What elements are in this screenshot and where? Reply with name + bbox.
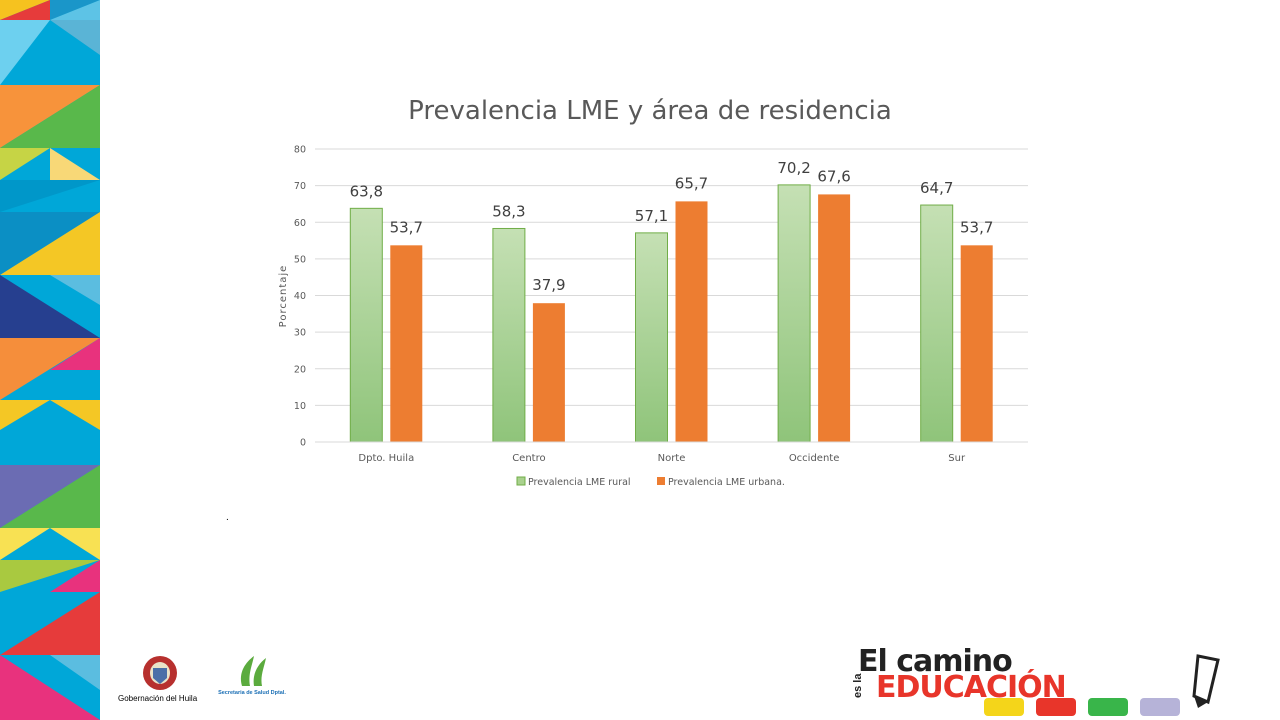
brand-main-text: EDUCACIÓN: [876, 670, 1067, 705]
legend-label: Prevalencia LME rural: [528, 477, 631, 488]
brand-top-text: El camino: [858, 644, 1013, 679]
data-label: 64,7: [920, 179, 953, 197]
y-tick-label: 20: [294, 364, 306, 375]
data-label: 58,3: [492, 202, 525, 220]
y-tick-label: 30: [294, 328, 306, 339]
x-tick-label: Dpto. Huila: [358, 453, 414, 464]
legend-label: Prevalencia LME urbana.: [668, 477, 785, 488]
brand-el-camino-es-la-educacion: El camino es la EDUCACIÓN: [850, 640, 1275, 720]
data-label: 53,7: [390, 218, 423, 236]
bar-urbana: [390, 245, 423, 442]
data-label: 65,7: [675, 174, 708, 192]
footer-logos: Gobernación del Huila Secretaria de Salu…: [112, 650, 292, 710]
gobernacion-label: Gobernación del Huila: [118, 694, 198, 703]
y-tick-label: 10: [294, 401, 306, 412]
secretaria-logo-icon: [240, 656, 266, 686]
bar-urbana: [675, 201, 708, 442]
y-tick-label: 70: [294, 181, 306, 192]
x-tick-label: Centro: [512, 453, 545, 464]
pencil-icon: [1192, 654, 1220, 708]
bar-urbana: [818, 194, 851, 442]
x-tick-label: Sur: [948, 453, 966, 464]
data-label: 70,2: [777, 159, 810, 177]
brand-side-text: es la: [852, 673, 864, 698]
data-label: 67,6: [817, 167, 850, 185]
gobernacion-seal-icon: [143, 656, 177, 690]
legend-swatch: [657, 477, 665, 485]
data-label: 53,7: [960, 218, 993, 236]
y-axis-label: Porcentaje: [278, 265, 289, 328]
bar-rural: [920, 204, 954, 443]
brand-icons-row: [984, 698, 1180, 716]
decorative-side-strip: [0, 0, 100, 720]
bar-rural: [492, 227, 526, 443]
bar-urbana: [532, 303, 565, 442]
legend-swatch: [516, 476, 526, 486]
y-tick-label: 40: [294, 291, 306, 302]
data-label: 57,1: [635, 207, 668, 225]
bar-urbana: [960, 245, 993, 442]
stray-dot: .: [226, 512, 229, 523]
x-tick-label: Occidente: [789, 453, 840, 464]
data-label: 37,9: [532, 276, 565, 294]
data-label: 63,8: [350, 182, 383, 200]
y-tick-label: 0: [300, 438, 306, 449]
bar-rural: [349, 207, 383, 443]
chart-title: Prevalencia LME y área de residencia: [408, 96, 892, 126]
y-tick-label: 60: [294, 218, 306, 229]
x-tick-label: Norte: [658, 453, 686, 464]
y-tick-label: 50: [294, 254, 306, 265]
secretaria-label: Secretaria de Salud Dptal.: [218, 690, 286, 696]
bar-rural: [635, 232, 668, 443]
y-tick-label: 80: [294, 145, 306, 156]
bar-rural: [777, 184, 811, 443]
